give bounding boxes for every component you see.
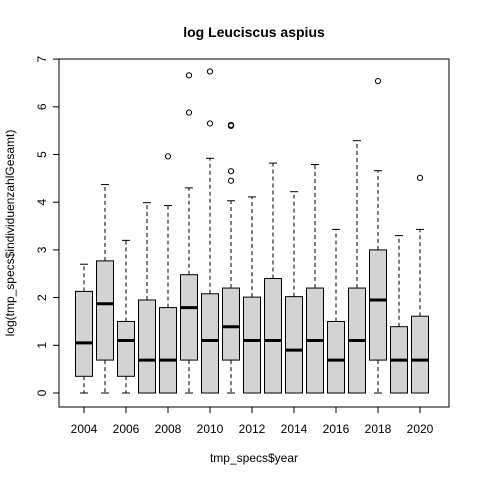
box-2007 xyxy=(138,299,156,394)
box-2009 xyxy=(180,274,198,361)
box-2004 xyxy=(75,290,93,377)
x-tick-label: 2018 xyxy=(365,422,392,436)
box-2010 xyxy=(201,293,219,394)
outlier-point xyxy=(185,109,193,116)
box-2016 xyxy=(327,320,345,394)
outlier-point xyxy=(185,72,193,79)
box-2011 xyxy=(222,287,240,361)
y-tick-label: 1 xyxy=(35,342,49,349)
box-2008 xyxy=(159,307,177,394)
box-2005 xyxy=(96,260,114,361)
box-2012 xyxy=(243,296,261,394)
x-tick-label: 2020 xyxy=(407,422,434,436)
box-2018 xyxy=(369,249,387,361)
y-tick-label: 3 xyxy=(35,246,49,253)
x-tick-label: 2012 xyxy=(239,422,266,436)
outlier-point xyxy=(227,121,235,129)
box-2020 xyxy=(411,315,429,394)
chart-title: log Leuciscus aspius xyxy=(183,24,325,40)
outlier-point xyxy=(416,174,424,181)
y-tick-label: 0 xyxy=(35,389,49,396)
plot-frame xyxy=(58,58,450,408)
outlier-point xyxy=(227,168,235,175)
y-tick-label: 6 xyxy=(35,103,49,110)
y-tick-label: 5 xyxy=(35,151,49,158)
y-tick-label: 4 xyxy=(35,199,49,206)
x-tick-label: 2010 xyxy=(197,422,224,436)
x-tick-label: 2008 xyxy=(155,422,182,436)
x-tick-label: 2014 xyxy=(281,422,308,436)
box-2006 xyxy=(117,320,135,377)
outlier-point xyxy=(374,77,382,85)
y-tick-label: 2 xyxy=(35,294,49,301)
outlier-point xyxy=(227,177,235,184)
x-tick-label: 2004 xyxy=(71,422,98,436)
outlier-point xyxy=(164,153,172,160)
box-2013 xyxy=(264,278,282,394)
x-tick-label: 2006 xyxy=(113,422,140,436)
x-tick-label: 2016 xyxy=(323,422,350,436)
y-tick-label: 7 xyxy=(35,55,49,62)
outlier-point xyxy=(206,68,214,75)
x-axis-label: tmp_specs$year xyxy=(210,451,298,465)
y-axis-label: log(tmp_specs$individuenzahlGesamt) xyxy=(3,130,17,337)
plot-area: 0 1 2 3 4 5 6 7 2004 2006 2008 2010 2012 2014 2016 2018… xyxy=(35,55,450,436)
outlier-point xyxy=(206,120,214,127)
box-2014 xyxy=(285,296,303,394)
